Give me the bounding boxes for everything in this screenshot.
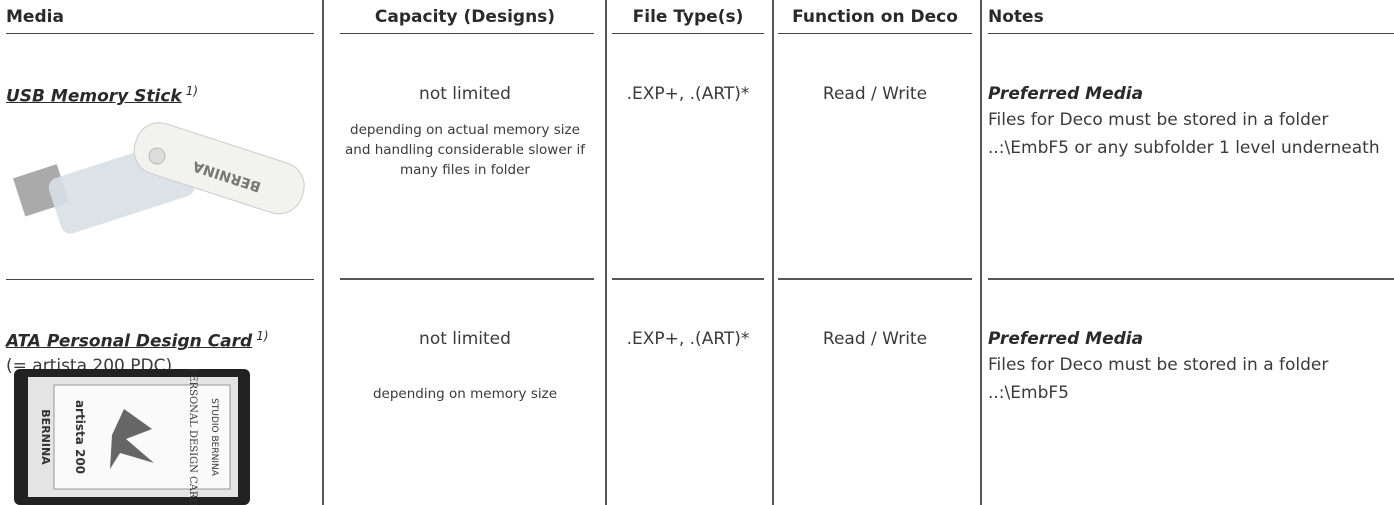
- image-text: artista 200: [73, 400, 87, 474]
- header-rule: [612, 33, 764, 34]
- function: Read / Write: [822, 329, 928, 349]
- footnote: 1): [256, 329, 269, 343]
- media-name: USB Memory Stick: [6, 86, 182, 107]
- image-text: STUDIO BERNINA: [209, 398, 219, 477]
- header-notes: Notes: [988, 7, 1044, 27]
- header-rule: [778, 33, 972, 34]
- image-text: PERSONAL DESIGN CARD: [187, 369, 198, 505]
- capacity: not limited: [419, 84, 511, 104]
- header-rule: [340, 33, 594, 34]
- capacity-note: depending on memory size: [372, 386, 558, 402]
- file-types: .EXP+, .(ART)*: [626, 329, 750, 349]
- header-rule: [6, 33, 314, 34]
- row-rule: [612, 278, 764, 280]
- header-capacity: Capacity (Designs): [374, 7, 556, 27]
- media-name: ATA Personal Design Card: [6, 331, 253, 352]
- notes: Files for Deco must be stored in a folde…: [988, 110, 1380, 158]
- header-function: Function on Deco: [792, 7, 958, 27]
- header-rule: [988, 33, 1394, 34]
- column-divider: [605, 0, 607, 505]
- usb-stick-image: BERNINA: [12, 122, 305, 234]
- capacity-note: depending on actual memory size and hand…: [345, 122, 585, 178]
- notes: Files for Deco must be stored in a folde…: [988, 355, 1329, 403]
- row-rule: [778, 278, 972, 280]
- column-divider: [322, 0, 324, 505]
- row-rule: [988, 278, 1394, 280]
- image-text: BERNINA: [39, 409, 52, 465]
- capacity: not limited: [419, 329, 511, 349]
- column-divider: [772, 0, 774, 505]
- header-file-types: File Type(s): [632, 7, 744, 27]
- notes-title: Preferred Media: [988, 329, 1144, 349]
- footnote: 1): [185, 84, 199, 98]
- file-types: .EXP+, .(ART)*: [626, 84, 750, 104]
- row-rule: [6, 279, 314, 280]
- column-divider: [980, 0, 982, 505]
- notes-title: Preferred Media: [988, 84, 1144, 104]
- header-media: Media: [6, 7, 64, 27]
- function: Read / Write: [822, 84, 928, 104]
- card-image: STUDIO BERNINA PERSONAL DESIGN CARD arti…: [14, 369, 250, 505]
- row-rule: [340, 278, 594, 280]
